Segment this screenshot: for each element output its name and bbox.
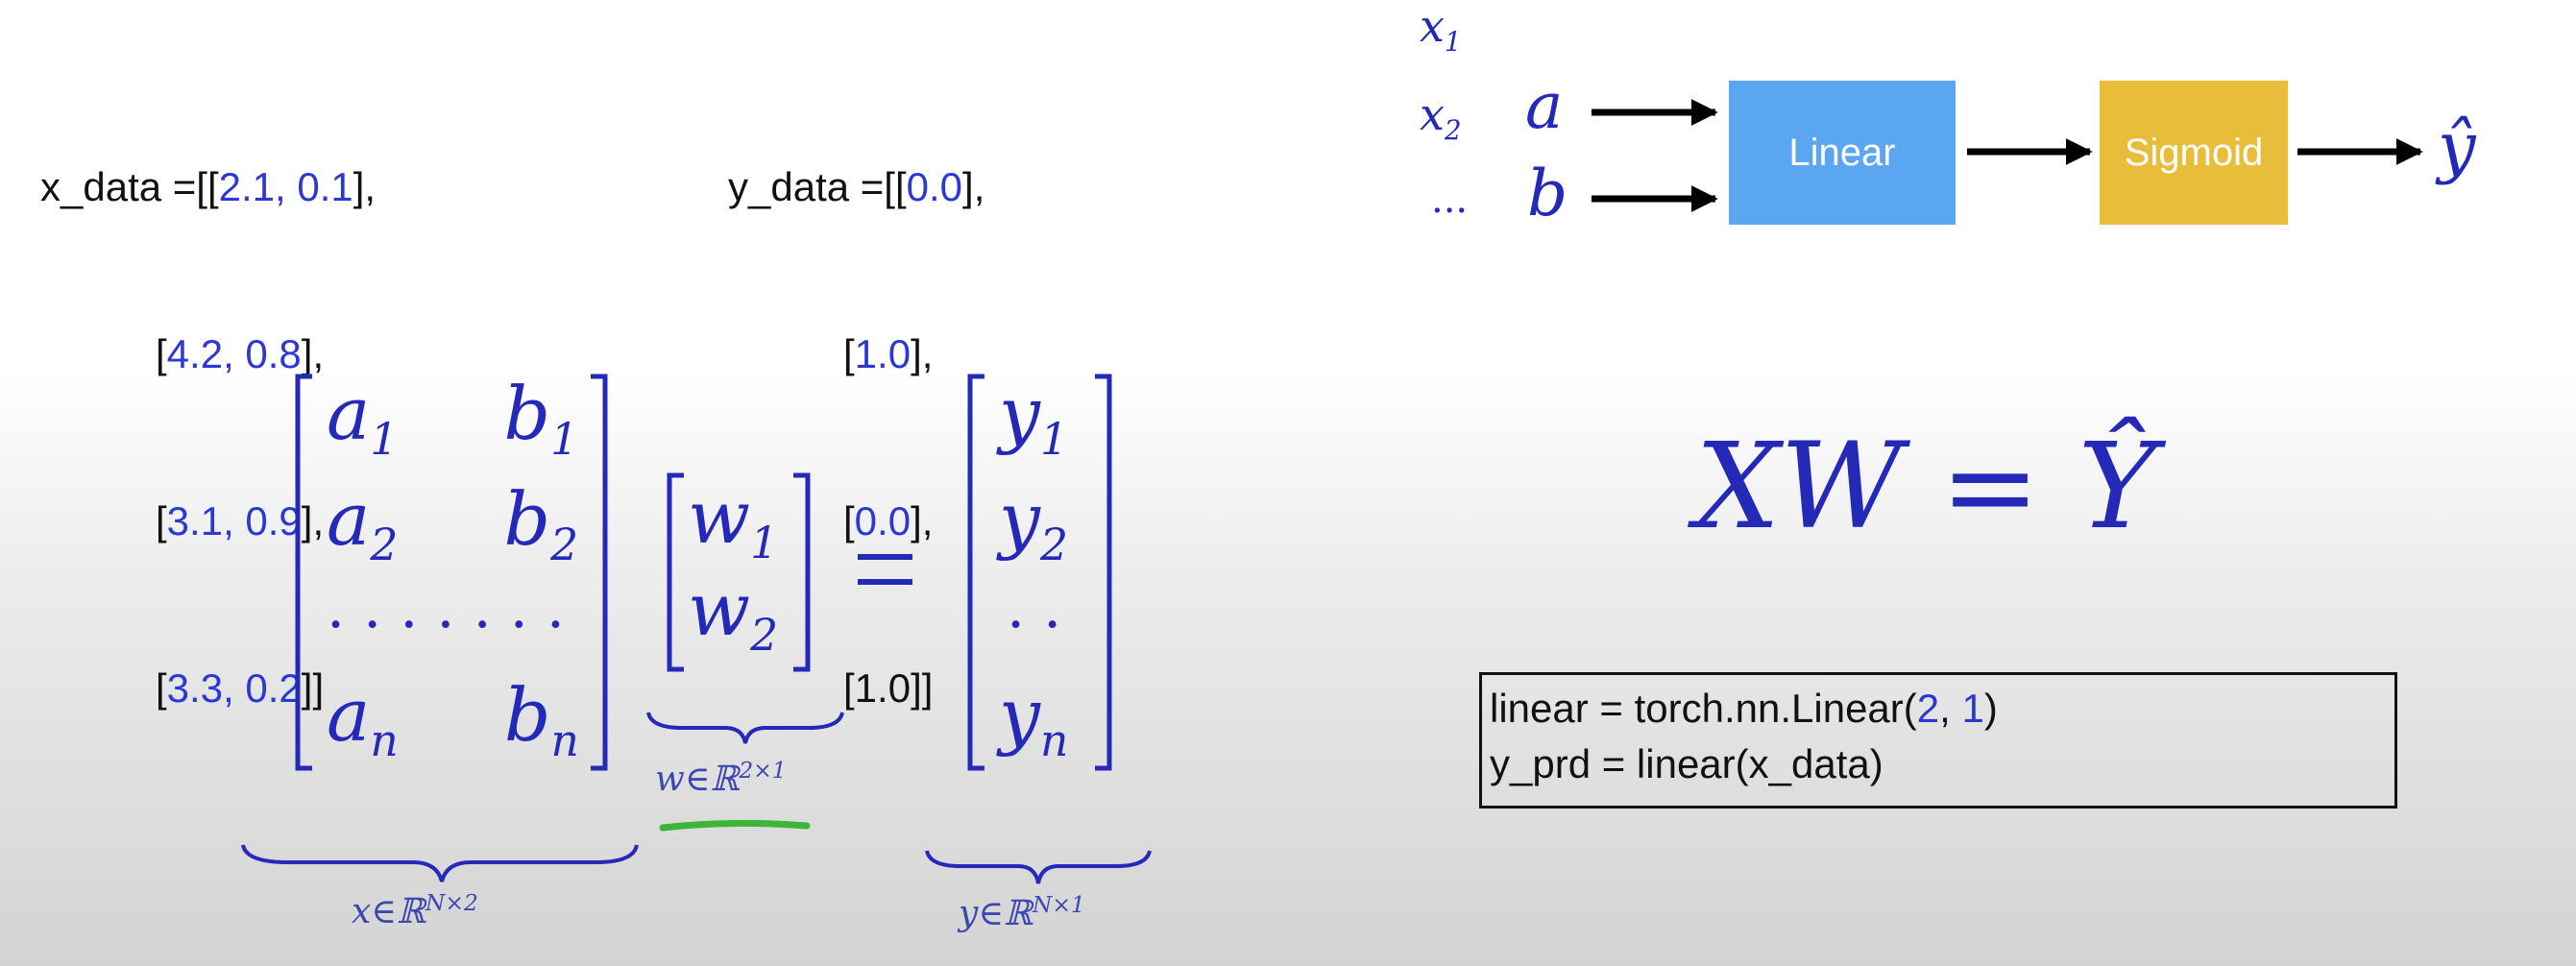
matrix-y-dots: . .: [1007, 574, 1062, 641]
label-w-space: w∈ℝ2×1: [655, 757, 787, 799]
matrix-brackets: [241, 374, 1152, 884]
y-data-line-3: [0.0],: [843, 498, 934, 543]
input-x1: x1: [1420, 0, 1462, 59]
output-y-hat: ŷ: [2438, 108, 2476, 186]
matrix-w-row-1: w1: [688, 474, 779, 569]
matrix-x-dots: . . . . . . .: [327, 574, 565, 641]
green-underline: [659, 819, 811, 832]
x-data-line-4: [3.3, 0.2]]: [156, 665, 325, 711]
x-data-line-1: x_data =[[2.1, 0.1],: [40, 164, 377, 209]
y-data-line-2: [1.0],: [843, 331, 934, 376]
equation-xw-yhat: XW = Ŷ: [1695, 418, 2157, 556]
matrix-y-row-n: yn: [999, 672, 1069, 767]
code-line-2: y_prd = linear(x_data): [1490, 741, 1883, 786]
code-line-1: linear = torch.nn.Linear(2, 1): [1490, 686, 1998, 731]
code-box: linear = torch.nn.Linear(2, 1) y_prd = l…: [1479, 672, 2397, 809]
x-data-line-2: [4.2, 0.8],: [156, 331, 325, 376]
matrix-x-row-1: a1 b1: [327, 371, 579, 466]
matrix-w-row-2: w2: [688, 567, 779, 662]
y-data-line-4: [1.0]]: [843, 665, 934, 711]
matrix-x-row-n: an bn: [327, 672, 579, 767]
label-y-space: y∈ℝN×1: [959, 891, 1085, 933]
diagram-arrows: [1592, 99, 2423, 212]
label-x-space: x∈ℝN×2: [352, 889, 478, 931]
input-x2: x2: [1420, 88, 1462, 147]
y-data-line-1: y_data =[[0.0],: [728, 164, 985, 209]
matrix-x-row-2: a2 b2: [327, 476, 579, 571]
x-data-block: x_data =[[2.1, 0.1], [4.2, 0.8], [3.1, 0…: [40, 48, 376, 772]
y-data-block: y_data =[[0.0], [1.0], [0.0], [1.0]]: [728, 48, 984, 772]
x-data-line-3: [3.1, 0.9],: [156, 498, 325, 543]
feature-a: a: [1525, 69, 1564, 143]
sigmoid-box: Sigmoid: [2100, 81, 2288, 225]
input-ellipsis: ...: [1431, 178, 1469, 222]
feature-b: b: [1527, 157, 1568, 230]
linear-box: Linear: [1729, 81, 1956, 225]
matrix-y-row-1: y1: [999, 371, 1068, 466]
matrix-y-row-2: y2: [999, 476, 1068, 571]
